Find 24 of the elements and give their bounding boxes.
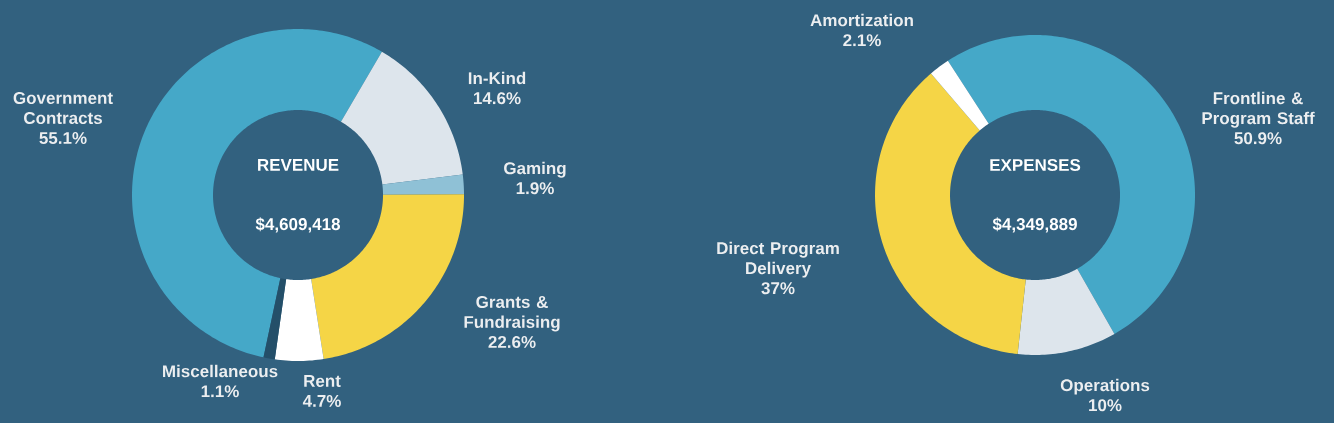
slice-label: Grants & Fundraising xyxy=(464,295,560,332)
data-label: 22.6% xyxy=(488,335,536,349)
data-label: 4.7% xyxy=(302,394,341,407)
slice-label: Government Contracts xyxy=(13,91,113,125)
data-label: 37% xyxy=(761,282,795,295)
data-label: 1.9% xyxy=(516,182,554,195)
slice-label: Direct Program Delivery xyxy=(717,241,839,278)
slice-label: Operations xyxy=(1060,378,1150,395)
text: $4,349,889 xyxy=(992,217,1077,233)
data-label: 2.1% xyxy=(843,34,881,47)
slice-label: Amortization xyxy=(810,13,913,27)
slice-label: Miscellaneous xyxy=(163,364,278,378)
text: EXPENSES xyxy=(990,158,1081,172)
data-label: 14.6% xyxy=(473,92,521,105)
text: $4,609,418 xyxy=(255,217,341,233)
data-label: 50.9% xyxy=(1234,132,1282,145)
slice-label: Frontline & Program Staff xyxy=(1202,91,1315,128)
data-label: 1.1% xyxy=(201,385,239,398)
data-label: 55.1% xyxy=(39,132,87,145)
slice-label: In-Kind xyxy=(468,71,526,85)
text: REVENUE xyxy=(258,159,339,171)
slice-label: Rent xyxy=(304,375,341,387)
data-label: 10% xyxy=(1089,399,1122,412)
slice-label: Gaming xyxy=(504,161,566,178)
